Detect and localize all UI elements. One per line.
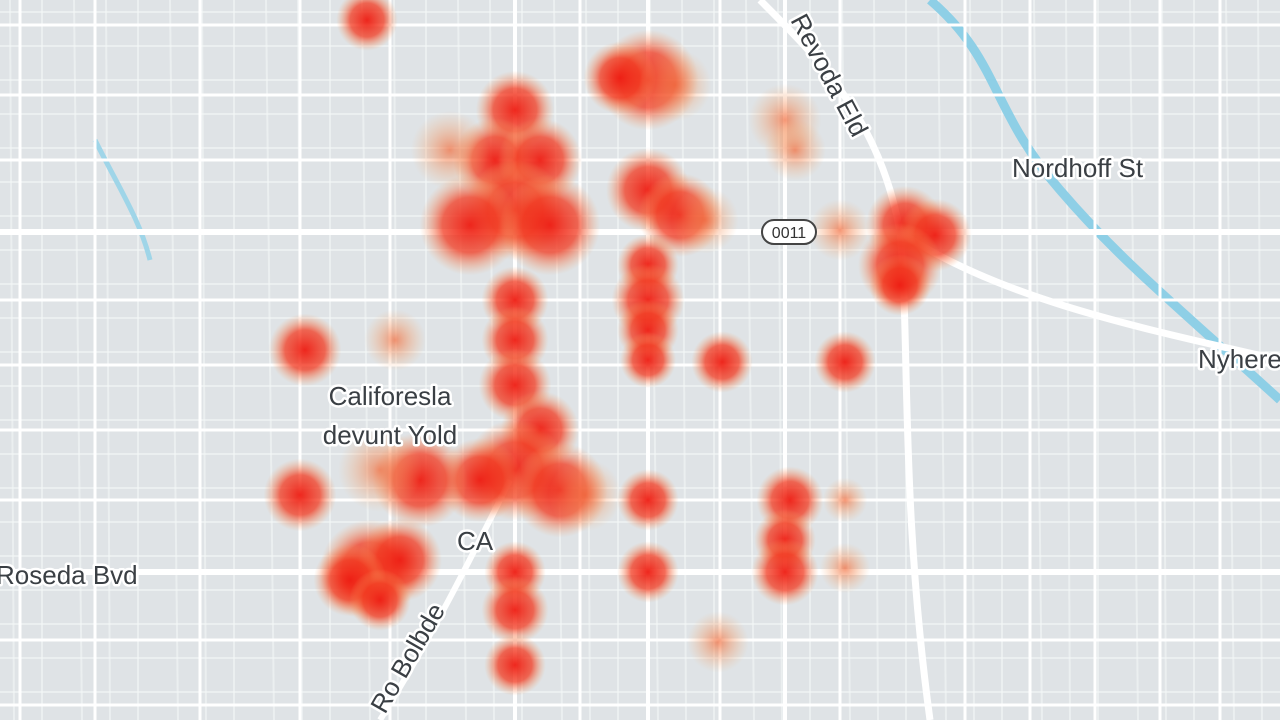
heat-spot <box>263 458 337 532</box>
street <box>1033 0 1043 720</box>
heat-spot <box>583 41 657 115</box>
street <box>873 0 879 720</box>
heat-spot <box>419 174 521 276</box>
street <box>1129 0 1139 720</box>
heat-spot <box>617 541 679 603</box>
heat-spot <box>687 611 749 673</box>
street <box>201 0 207 720</box>
heat-spot <box>814 331 876 393</box>
street <box>73 0 83 720</box>
heat-spot <box>484 634 546 696</box>
street-label: Nordhoff St <box>1012 153 1144 183</box>
heat-spot <box>819 542 871 594</box>
street <box>9 0 15 720</box>
heat-spot <box>336 0 398 51</box>
route-shield <box>761 219 817 245</box>
heat-spot <box>620 332 676 388</box>
street <box>265 0 275 720</box>
heat-spot <box>410 110 490 190</box>
heat-spot <box>338 428 422 512</box>
place-label: devunt Yold <box>323 420 457 450</box>
river <box>927 0 1280 404</box>
street <box>1161 0 1167 720</box>
heatmap <box>263 0 972 696</box>
heat-spot <box>481 576 549 644</box>
place-label: Califoresla <box>329 381 452 411</box>
heat-spot <box>638 48 712 122</box>
street <box>553 0 563 720</box>
heat-spot <box>617 469 679 531</box>
route-shield-text: 0011 <box>772 225 807 242</box>
heat-spot <box>349 569 411 631</box>
street <box>1065 0 1071 720</box>
street <box>1257 0 1263 720</box>
heat-spot <box>364 309 426 371</box>
heat-spot <box>751 538 819 606</box>
heat-spot <box>691 331 753 393</box>
heat-spot <box>268 313 342 387</box>
heat-spot <box>548 458 622 532</box>
heat-spot <box>764 119 826 181</box>
street <box>937 0 947 720</box>
street-label: Roseda Bvd <box>0 560 138 590</box>
street <box>585 0 591 720</box>
heat-spot <box>809 199 871 261</box>
heat-spot <box>869 254 931 316</box>
street <box>969 0 975 720</box>
street <box>169 0 179 720</box>
street <box>105 0 111 720</box>
heat-spot <box>671 186 739 254</box>
creek <box>92 138 153 261</box>
heat-spot <box>499 174 601 276</box>
street-label: Nyhere <box>1198 344 1280 374</box>
state-label: CA <box>457 526 494 556</box>
heat-spot <box>822 477 868 523</box>
